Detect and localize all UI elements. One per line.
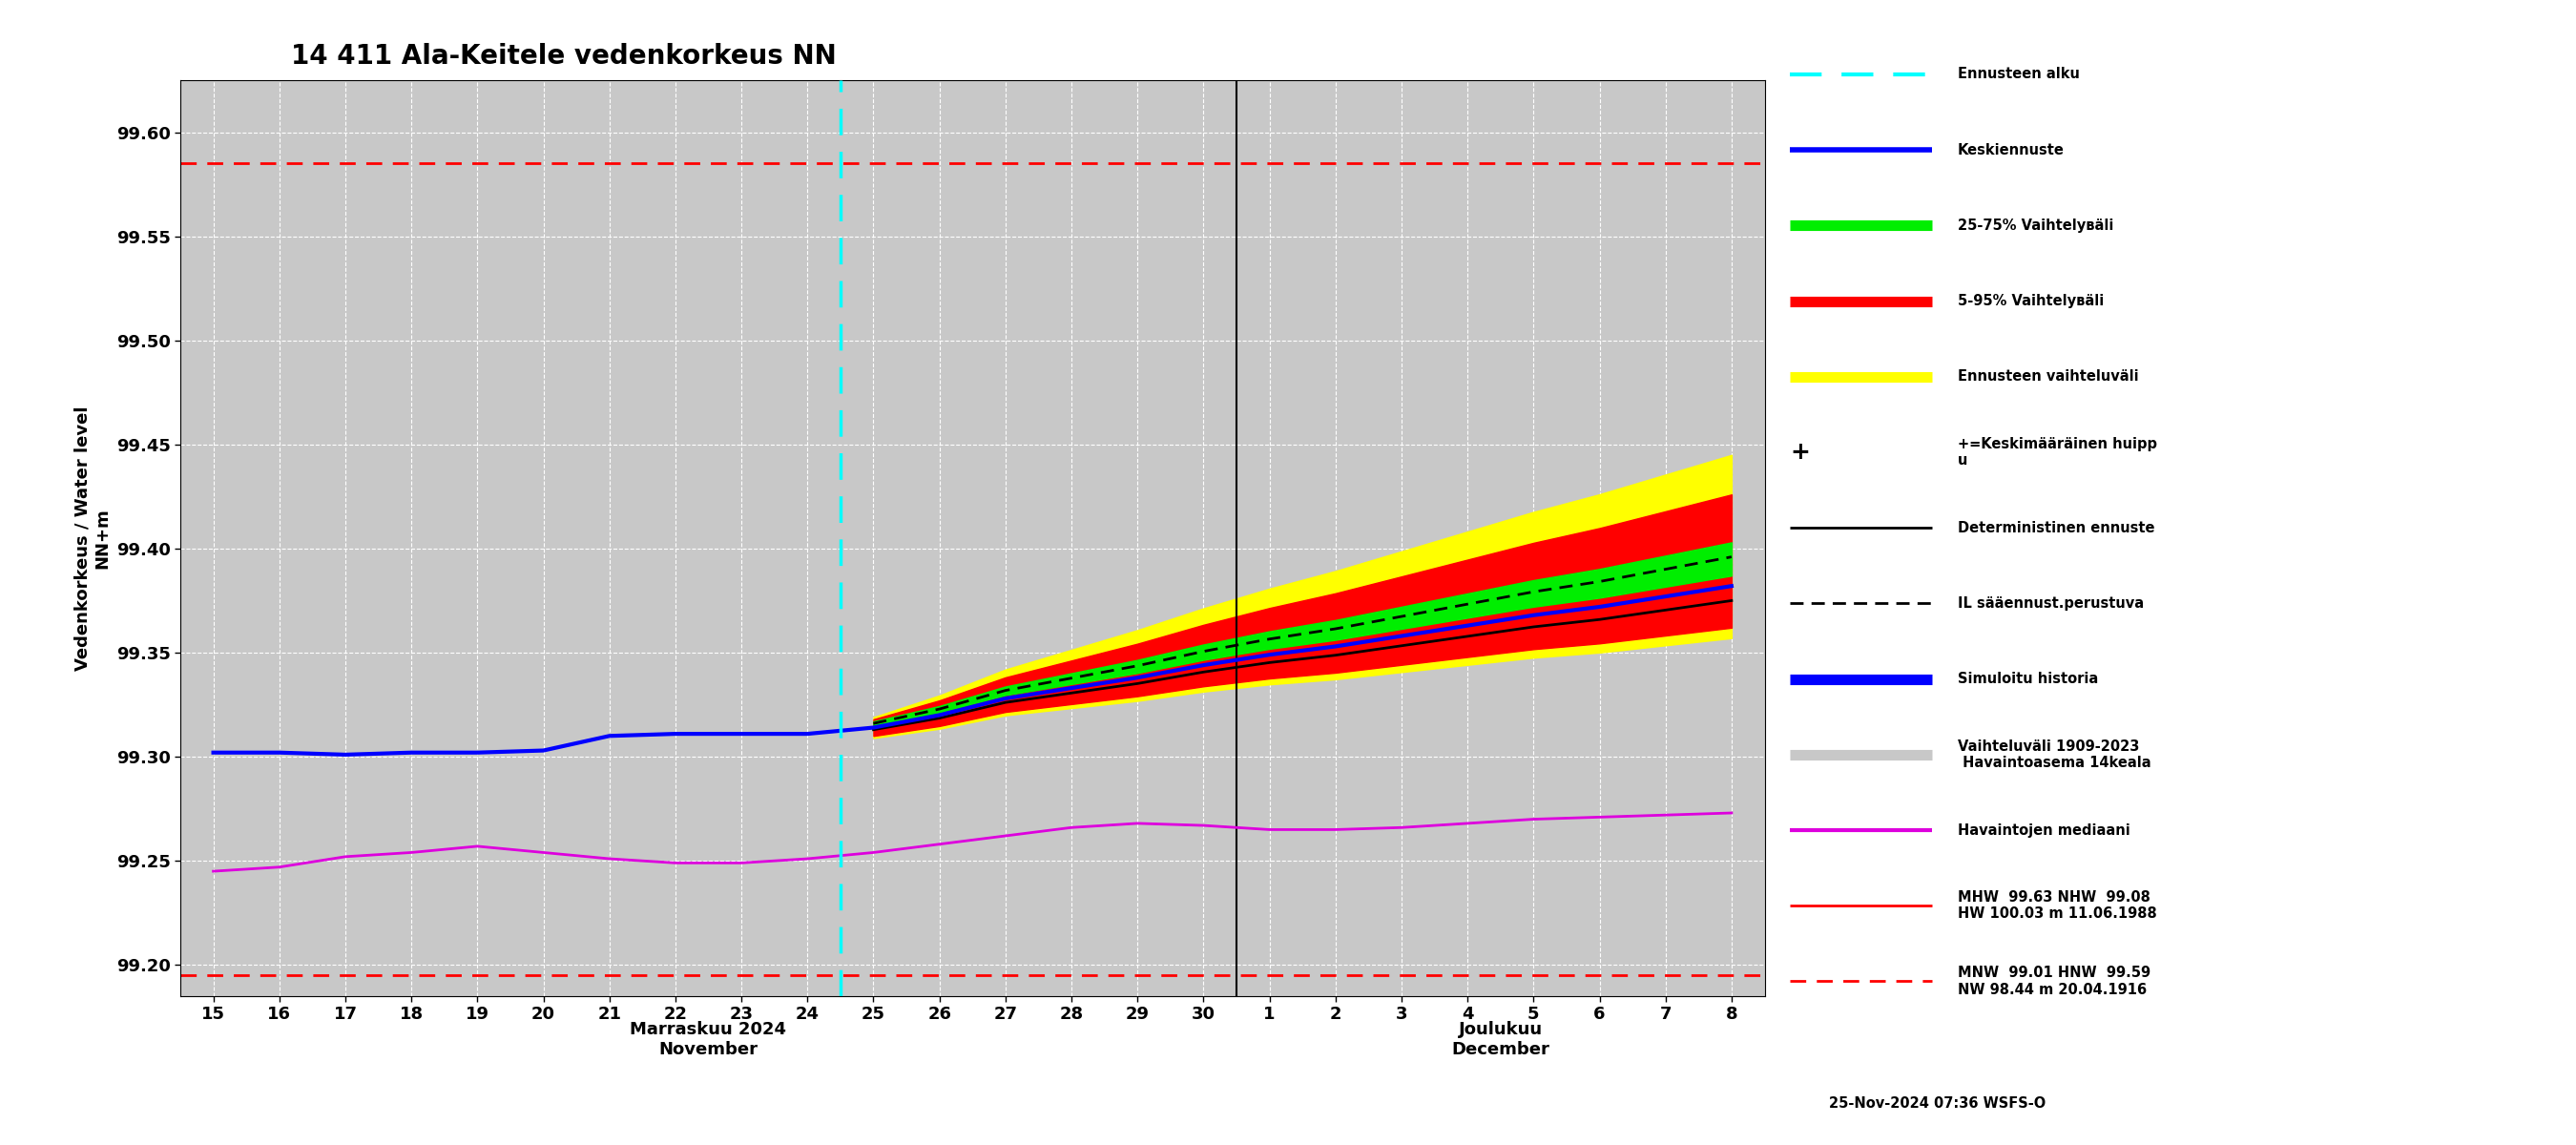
Text: MHW  99.63 NHW  99.08
HW 100.03 m 11.06.1988: MHW 99.63 NHW 99.08 HW 100.03 m 11.06.19… (1958, 890, 2156, 921)
Text: 25-Nov-2024 07:36 WSFS-O: 25-Nov-2024 07:36 WSFS-O (1829, 1097, 2045, 1111)
Text: Keskiennuste: Keskiennuste (1958, 143, 2063, 157)
Text: IL sääennust.perustuva: IL sääennust.perustuva (1958, 597, 2143, 610)
Text: Ennusteen alku: Ennusteen alku (1958, 68, 2079, 81)
Text: +: + (1790, 441, 1811, 464)
Text: Simuloitu historia: Simuloitu historia (1958, 672, 2099, 686)
Text: MNW  99.01 HNW  99.59
NW 98.44 m 20.04.1916: MNW 99.01 HNW 99.59 NW 98.44 m 20.04.191… (1958, 965, 2151, 996)
Text: 5-95% Vaihtelувäli: 5-95% Vaihtelувäli (1958, 294, 2105, 308)
Text: Vaihteluväli 1909-2023
 Havaintoasema 14keala: Vaihteluväli 1909-2023 Havaintoasema 14k… (1958, 740, 2151, 769)
Text: 14 411 Ala-Keitele vedenkorkeus NN: 14 411 Ala-Keitele vedenkorkeus NN (291, 44, 837, 70)
Text: Joulukuu
December: Joulukuu December (1450, 1021, 1551, 1058)
Text: Ennusteen vaihteluväli: Ennusteen vaihteluväli (1958, 370, 2138, 384)
Text: Marraskuu 2024
November: Marraskuu 2024 November (631, 1021, 786, 1058)
Text: 25-75% Vaihtelувäli: 25-75% Vaihtelувäli (1958, 219, 2115, 232)
Y-axis label: Vedenkorkeus / Water level
NN+m: Vedenkorkeus / Water level NN+m (75, 405, 111, 671)
Text: Deterministinen ennuste: Deterministinen ennuste (1958, 521, 2154, 535)
Text: +=Keskimääräinen huipp
u: +=Keskimääräinen huipp u (1958, 436, 2156, 467)
Text: Havaintojen mediaani: Havaintojen mediaani (1958, 823, 2130, 837)
